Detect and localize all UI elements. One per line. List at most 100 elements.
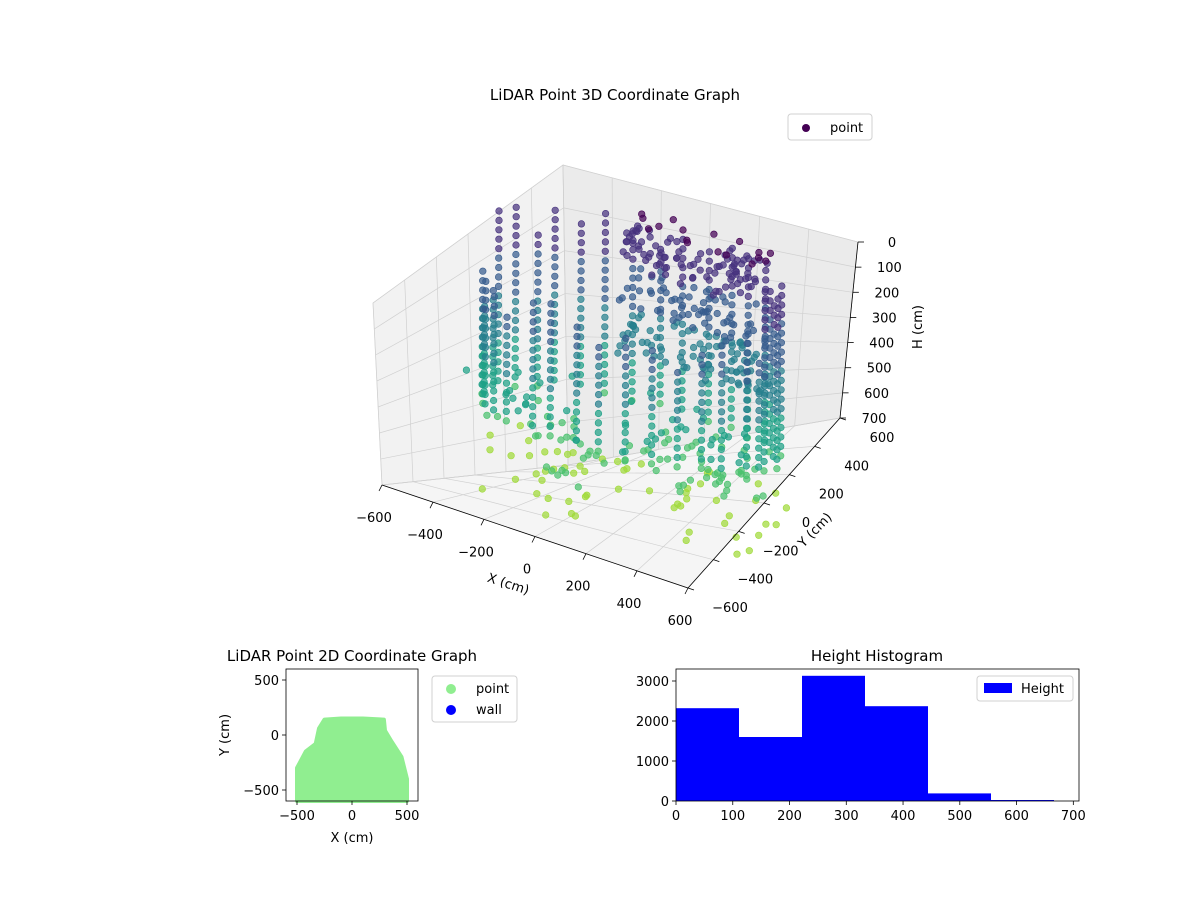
plot3d-point [595,343,603,352]
plot3d-point [547,338,555,346]
plot2d-legend: point wall [431,675,518,723]
plot3d-point [621,438,629,446]
plot3d-point [623,465,631,473]
plot3d-y-tick [738,530,745,534]
plot3d-point [652,467,660,475]
histogram-x-tick-label: 600 [1004,809,1029,824]
plot3d-point [673,254,681,262]
plot3d-point [675,314,683,322]
plot3d-point [640,250,648,259]
plot3d-point [761,373,769,381]
histogram-bar [676,708,739,801]
plot3d-point [529,346,537,354]
plot3d-point [529,308,537,317]
plot3d-point [656,371,664,379]
plot3d-point [696,480,705,488]
plot3d-point [493,412,502,421]
plot3d-point [689,343,698,352]
plot3d-y-tick [814,445,821,449]
plot3d-point [622,344,630,352]
plot3d-point [573,323,581,331]
plot3d-point [495,263,503,272]
plot3d-point [726,333,735,342]
plot3d-point [646,250,654,258]
plot3d-point [546,356,555,365]
plot3d-point [490,406,498,414]
plot3d-point [502,407,510,416]
plot2d-point-region [295,716,409,803]
plot3d-point [690,284,698,292]
plot3d-point-cloud [462,203,791,558]
plot3d-point [572,436,580,444]
plot3d-point [698,370,706,378]
plot3d-point [673,444,681,452]
plot2d-title: LiDAR Point 2D Coordinate Graph [227,647,477,665]
plot3d-point [529,318,537,326]
plot3d-point [529,374,537,383]
plot3d-point [503,370,511,378]
histogram-bar [802,675,865,801]
plot3d-point [621,372,630,380]
plot3d-point [755,435,763,443]
plot3d-point [743,339,751,348]
plot3d-point [760,457,768,466]
histogram-bar [991,800,1054,801]
plot3d-point [601,228,610,237]
plot3d-point [743,387,751,395]
plot3d-point [577,220,586,228]
plot3d-point [529,393,537,401]
plot3d-grid-z [563,207,856,268]
plot3d-point [673,425,682,433]
plot3d-point [490,359,498,367]
plot3d-point [509,394,517,402]
plot3d-point [737,466,745,475]
plot3d-point [647,441,656,449]
plot3d-point [773,465,781,473]
plot3d-point [752,300,760,308]
plot3d-point [721,519,729,528]
plot3d-point [755,388,763,396]
plot3d-point [720,492,728,500]
plot3d-grid-y-wall [562,164,569,466]
plot3d-point [774,295,782,303]
plot3d-point [528,422,537,430]
plot3d-point [628,349,636,358]
plot3d-point [707,352,715,360]
plot3d-grid-y-wall [467,233,476,476]
histogram-title: Height Histogram [811,647,943,665]
plot3d-point [721,298,729,306]
plot3d-point [577,305,585,313]
plot3d-point [701,319,709,327]
plot3d-point [639,214,647,222]
plot3d-point [728,291,736,300]
plot3d-point [690,304,698,313]
plot3d-point [511,307,520,315]
plot3d-point [511,316,520,325]
plot3d-point [685,528,693,536]
plot3d-point [698,389,706,397]
plot3d-point [712,496,721,505]
plot3d-y-tick-label: 400 [844,459,869,474]
plot3d-point [628,378,636,386]
plot3d-point [502,379,511,387]
plot3d-point [646,287,655,295]
plot3d-point [558,419,566,427]
plot3d-point [696,340,704,348]
plot3d-point [621,391,630,399]
plot3d-point [683,444,692,452]
plot3d-point [743,405,751,414]
plot3d-point [495,207,503,215]
plot3d-point [481,334,490,342]
plot3d-point [648,413,656,421]
plot3d-point [656,400,664,408]
plot3d-point [682,536,690,545]
plot3d-point [601,285,609,293]
plot3d-point [647,460,656,468]
plot3d-point [664,238,672,246]
plot3d-point [534,288,542,296]
plot3d-point [648,394,656,402]
plot3d-point [782,504,791,512]
plot3d-point [721,283,730,291]
plot3d-point [546,347,555,355]
plot3d-y-tick [687,587,695,591]
